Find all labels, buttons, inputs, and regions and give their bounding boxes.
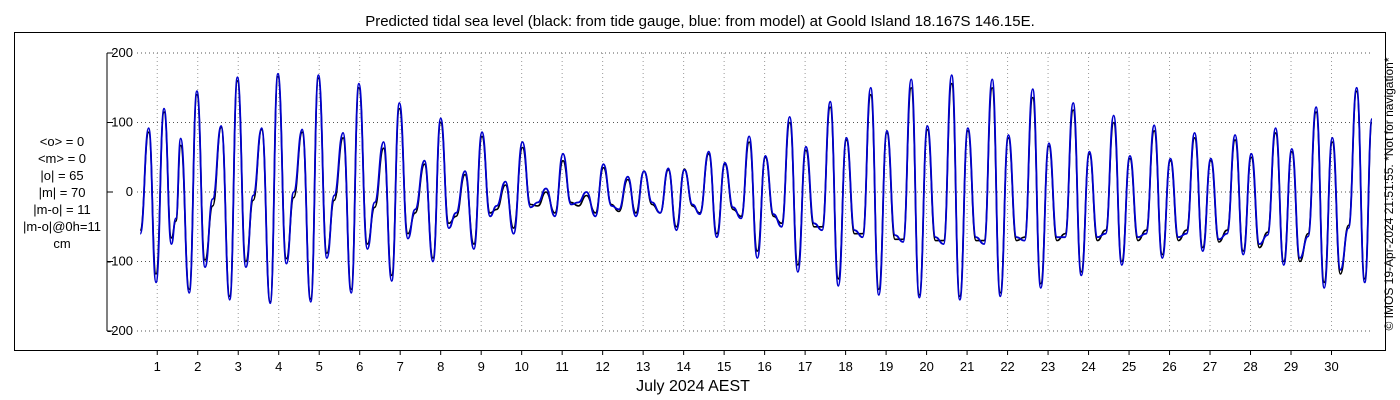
x-axis-label: July 2024 AEST bbox=[636, 378, 750, 395]
x-tick-label: 7 bbox=[397, 359, 404, 374]
x-tick-label: 17 bbox=[798, 359, 812, 374]
x-tick-label: 2 bbox=[194, 359, 201, 374]
x-tick-label: 29 bbox=[1284, 359, 1298, 374]
stats-panel: <o> = 0 <m> = 0 |o| = 65 |m| = 70 |m-o| = 11… bbox=[23, 134, 101, 251]
x-tick-label: 15 bbox=[717, 359, 731, 374]
x-tick-label: 24 bbox=[1081, 359, 1095, 374]
stats-line: |o| = 65 bbox=[40, 168, 83, 183]
x-tick-label: 1 bbox=[154, 359, 161, 374]
series-line-model bbox=[139, 72, 1373, 305]
x-tick-label: 3 bbox=[235, 359, 242, 374]
stats-line: |m-o| = 11 bbox=[33, 202, 90, 217]
x-tick-label: 8 bbox=[437, 359, 444, 374]
credit-text: © IMOS 19-Apr-2024 21:51:55. *Not for na… bbox=[1382, 57, 1396, 330]
x-tick-label: 25 bbox=[1122, 359, 1136, 374]
x-tick-label: 22 bbox=[1000, 359, 1014, 374]
x-tick-label: 12 bbox=[595, 359, 609, 374]
grid bbox=[137, 52, 1372, 332]
x-tick-label: 13 bbox=[636, 359, 650, 374]
outer-frame bbox=[14, 32, 1386, 351]
y-tick-label: 0 bbox=[126, 184, 133, 199]
y-axis: 200 100 0 -100 -200 bbox=[106, 45, 133, 338]
x-tick-label: 14 bbox=[676, 359, 690, 374]
x-tick-label: 16 bbox=[757, 359, 771, 374]
x-tick-label: 26 bbox=[1162, 359, 1176, 374]
series-line-gauge bbox=[139, 75, 1373, 303]
y-tick-label: 100 bbox=[111, 115, 133, 130]
x-tick-label: 9 bbox=[478, 359, 485, 374]
stats-line: |m-o|@0h=11 bbox=[23, 219, 101, 234]
stats-line: <m> = 0 bbox=[38, 151, 86, 166]
x-tick-label: 6 bbox=[356, 359, 363, 374]
x-tick-label: 18 bbox=[838, 359, 852, 374]
x-tick-label: 19 bbox=[879, 359, 893, 374]
stats-line: <o> = 0 bbox=[40, 134, 84, 149]
stats-line: cm bbox=[53, 236, 70, 251]
stats-line: |m| = 70 bbox=[39, 185, 86, 200]
x-tick-label: 28 bbox=[1243, 359, 1257, 374]
x-tick-label: 11 bbox=[555, 359, 569, 374]
y-tick-label: 200 bbox=[111, 45, 133, 60]
y-tick-label: -100 bbox=[107, 254, 133, 269]
x-axis: 1 2 3 4 5 6 7 8 9 10 11 12 13 14 15 16 17 18 19 20 21 22 23 24 2… bbox=[154, 350, 1339, 374]
y-tick-label: -200 bbox=[107, 323, 133, 338]
x-tick-label: 10 bbox=[514, 359, 528, 374]
x-tick-label: 5 bbox=[316, 359, 323, 374]
x-tick-label: 23 bbox=[1041, 359, 1055, 374]
x-tick-label: 30 bbox=[1324, 359, 1338, 374]
chart-title: Predicted tidal sea level (black: from t… bbox=[365, 13, 1035, 30]
x-tick-label: 21 bbox=[960, 359, 974, 374]
x-tick-label: 27 bbox=[1203, 359, 1217, 374]
x-tick-label: 4 bbox=[275, 359, 282, 374]
x-tick-label: 20 bbox=[919, 359, 933, 374]
series-group bbox=[139, 72, 1373, 305]
